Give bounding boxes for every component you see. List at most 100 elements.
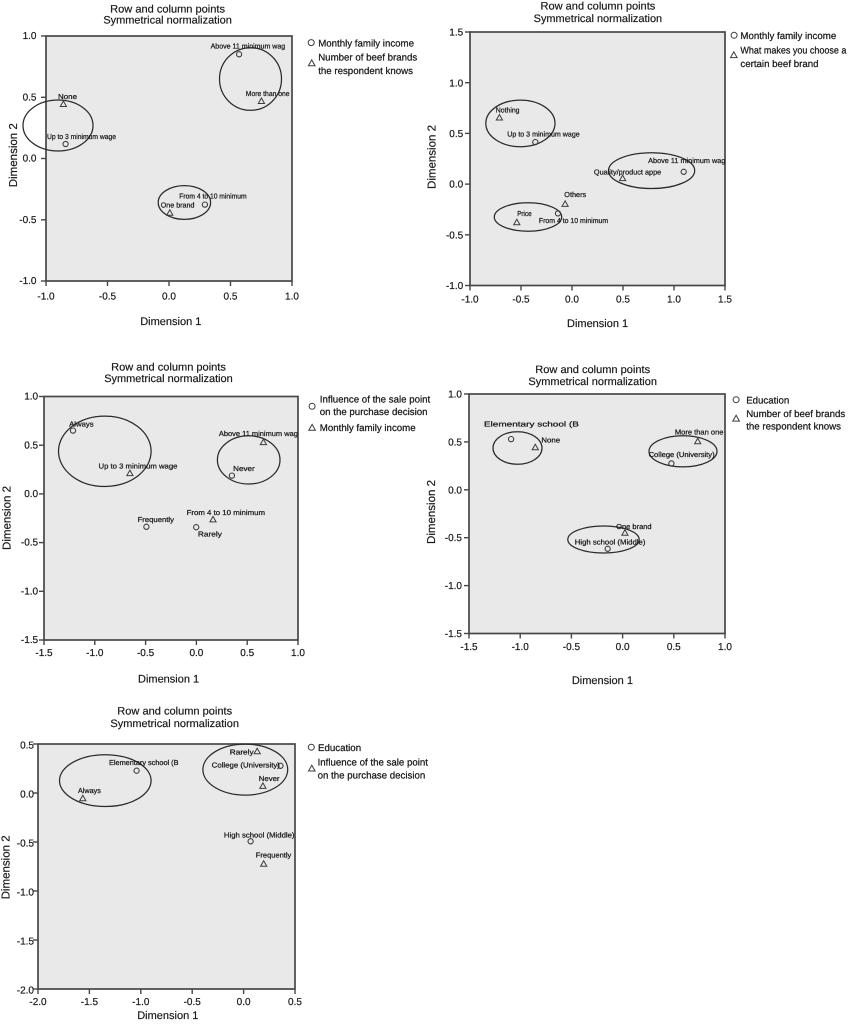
svg-text:Rarely: Rarely <box>230 748 254 757</box>
svg-text:Nothing: Nothing <box>496 105 520 114</box>
svg-text:0.5: 0.5 <box>449 129 463 140</box>
svg-text:0.5: 0.5 <box>23 93 37 104</box>
svg-text:on the purchase decision: on the purchase decision <box>320 407 428 418</box>
svg-text:-0.5: -0.5 <box>17 839 35 850</box>
svg-text:Dimension 2: Dimension 2 <box>427 125 439 189</box>
svg-text:Rarely: Rarely <box>198 529 222 538</box>
svg-text:1.5: 1.5 <box>449 28 463 39</box>
svg-text:Up to 3 minimum wage: Up to 3 minimum wage <box>507 130 579 139</box>
svg-text:Dimension 2: Dimension 2 <box>0 835 12 899</box>
svg-text:Dimension 1: Dimension 1 <box>137 1010 198 1022</box>
svg-text:-1.5: -1.5 <box>21 635 39 646</box>
svg-text:-1.0: -1.0 <box>446 281 464 292</box>
svg-text:-0.5: -0.5 <box>99 292 117 303</box>
svg-text:Symmetrical normalization: Symmetrical normalization <box>110 718 239 730</box>
svg-text:1.0: 1.0 <box>449 78 463 89</box>
svg-text:1.5: 1.5 <box>718 295 732 306</box>
svg-text:-1.0: -1.0 <box>21 586 39 597</box>
svg-text:Above 11 minimum wag: Above 11 minimum wag <box>219 429 298 438</box>
svg-text:0.0: 0.0 <box>162 292 176 303</box>
svg-text:0.0: 0.0 <box>448 485 462 496</box>
svg-text:-1.0: -1.0 <box>461 295 479 306</box>
svg-text:0.5: 0.5 <box>240 648 254 659</box>
svg-text:-1.0: -1.0 <box>132 997 150 1008</box>
svg-text:Row and column points: Row and column points <box>541 1 656 13</box>
svg-text:0.5: 0.5 <box>448 437 462 448</box>
svg-text:Symmetrical normalization: Symmetrical normalization <box>104 373 233 385</box>
svg-text:-1.5: -1.5 <box>17 937 35 948</box>
svg-text:0.0: 0.0 <box>20 790 34 801</box>
svg-text:Education: Education <box>318 743 361 754</box>
svg-text:Symmetrical normalization: Symmetrical normalization <box>103 14 232 26</box>
svg-text:From 4 to 10 minimum: From 4 to 10 minimum <box>179 192 246 201</box>
svg-text:0.5: 0.5 <box>616 295 630 306</box>
svg-text:More than one: More than one <box>675 427 724 436</box>
svg-text:Above 11 minimum wag: Above 11 minimum wag <box>211 42 286 51</box>
svg-text:Symmetrical normalization: Symmetrical normalization <box>534 13 663 25</box>
svg-text:1.0: 1.0 <box>285 292 299 303</box>
svg-text:Number of beef brands: Number of beef brands <box>318 52 417 63</box>
svg-text:-1.5: -1.5 <box>35 648 53 659</box>
svg-text:1.0: 1.0 <box>667 295 681 306</box>
svg-text:Dimension 1: Dimension 1 <box>140 316 201 328</box>
svg-text:Monthly family income: Monthly family income <box>318 39 414 50</box>
svg-text:Symmetrical normalization: Symmetrical normalization <box>528 376 657 388</box>
svg-text:Always: Always <box>69 419 94 428</box>
svg-text:-1.0: -1.0 <box>86 648 104 659</box>
svg-text:College (University): College (University) <box>649 450 715 459</box>
svg-text:Monthly family income: Monthly family income <box>740 31 836 42</box>
svg-text:-2.0: -2.0 <box>29 997 47 1008</box>
svg-text:0.0: 0.0 <box>189 648 203 659</box>
svg-text:One brand: One brand <box>616 522 651 531</box>
svg-text:Frequently: Frequently <box>138 515 175 524</box>
svg-text:Always: Always <box>78 786 101 795</box>
svg-text:Influence of the sale point: Influence of the sale point <box>318 758 429 769</box>
svg-text:Elementary school (B: Elementary school (B <box>109 758 179 767</box>
svg-text:1.0: 1.0 <box>291 648 305 659</box>
svg-text:College (University): College (University) <box>212 761 280 770</box>
svg-text:More than one: More than one <box>246 89 290 98</box>
svg-text:-0.5: -0.5 <box>563 642 581 653</box>
svg-text:Never: Never <box>233 464 255 473</box>
svg-text:certain beef brand: certain beef brand <box>740 59 818 70</box>
svg-text:Dimension 1: Dimension 1 <box>567 318 628 330</box>
svg-text:Education: Education <box>746 396 789 407</box>
svg-text:Up to 3 minimum wage: Up to 3 minimum wage <box>99 462 178 471</box>
svg-text:0.0: 0.0 <box>565 295 579 306</box>
svg-text:Quality/product appe: Quality/product appe <box>594 167 661 176</box>
svg-text:Others: Others <box>564 190 586 199</box>
svg-text:0.0: 0.0 <box>23 154 37 165</box>
svg-text:-2.0: -2.0 <box>17 986 35 997</box>
svg-text:Influence of the sale point: Influence of the sale point <box>320 394 431 405</box>
svg-text:the respondent knows: the respondent knows <box>746 422 841 433</box>
svg-text:Frequently: Frequently <box>256 851 292 860</box>
svg-text:the respondent knows: the respondent knows <box>318 66 413 77</box>
svg-text:-0.5: -0.5 <box>184 997 202 1008</box>
svg-text:Price: Price <box>517 209 532 218</box>
svg-text:Monthly family income: Monthly family income <box>320 423 416 434</box>
svg-text:-0.5: -0.5 <box>19 215 37 226</box>
svg-text:None: None <box>58 92 77 101</box>
svg-text:1.0: 1.0 <box>23 31 37 42</box>
svg-text:Dimension 1: Dimension 1 <box>572 675 633 687</box>
svg-text:0.0: 0.0 <box>449 180 463 191</box>
svg-text:on the purchase decision: on the purchase decision <box>318 770 426 781</box>
svg-text:-1.5: -1.5 <box>445 629 463 640</box>
svg-text:Up to 3 minimum wage: Up to 3 minimum wage <box>47 132 116 141</box>
svg-text:Row and column points: Row and column points <box>111 361 226 373</box>
svg-text:Never: Never <box>259 774 280 783</box>
svg-text:0.5: 0.5 <box>20 741 34 752</box>
svg-text:0.0: 0.0 <box>24 489 38 500</box>
svg-text:Dimension 1: Dimension 1 <box>138 674 199 686</box>
svg-text:-1.0: -1.0 <box>512 642 530 653</box>
svg-text:0.0: 0.0 <box>616 642 630 653</box>
svg-text:-0.5: -0.5 <box>512 295 530 306</box>
svg-text:Elementary school (B: Elementary school (B <box>484 419 579 428</box>
svg-text:-1.0: -1.0 <box>37 292 55 303</box>
svg-text:Row and column points: Row and column points <box>535 364 650 376</box>
svg-text:One brand: One brand <box>161 201 195 210</box>
svg-text:What makes you choose a: What makes you choose a <box>740 46 847 57</box>
svg-text:1.0: 1.0 <box>448 390 462 401</box>
svg-text:0.5: 0.5 <box>24 440 38 451</box>
svg-text:1.0: 1.0 <box>24 392 38 403</box>
